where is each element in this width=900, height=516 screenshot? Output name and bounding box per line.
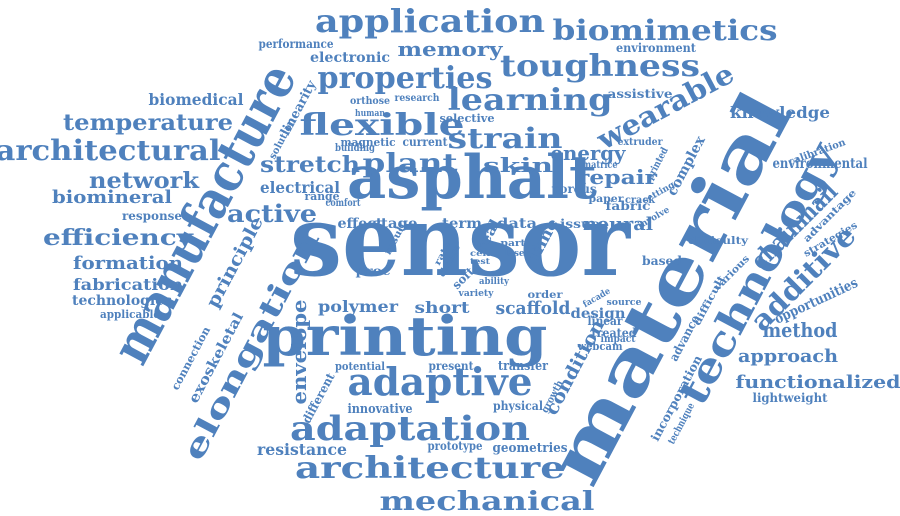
- word-resistance: resistance: [257, 440, 347, 459]
- word-range: range: [305, 190, 340, 203]
- word-approach: approach: [738, 346, 838, 367]
- word-webcam: webcam: [577, 340, 623, 353]
- word-paper: paper: [589, 194, 625, 205]
- word-printed: printed: [645, 146, 671, 182]
- word-mechanical: mechanical: [380, 487, 595, 516]
- word-term: term: [442, 216, 482, 232]
- word-asphalt: asphalt: [347, 143, 597, 213]
- word-application: application: [315, 2, 545, 40]
- word-energy: energy: [551, 141, 627, 165]
- word-impact: impact: [601, 334, 636, 345]
- word-magnetic: magnetic: [341, 136, 396, 149]
- word-fabrication: fabrication: [73, 275, 183, 294]
- word-electronic: electronic: [310, 50, 390, 66]
- word-functionalized: functionalized: [736, 372, 900, 393]
- word-formation: formation: [73, 253, 183, 274]
- word-adaptation: adaptation: [290, 409, 530, 449]
- word-comfort: comfort: [326, 198, 361, 209]
- word-environmental: environmental: [773, 156, 868, 172]
- word-ability: ability: [479, 277, 510, 287]
- word-geometries: geometries: [493, 441, 568, 456]
- word-scaffold: scaffold: [496, 298, 571, 319]
- word-technologies: technologies: [72, 293, 172, 309]
- word-temperature: temperature: [63, 110, 233, 136]
- word-envelope: envelope: [287, 300, 311, 405]
- word-architectural: architectural: [0, 134, 221, 167]
- word-building: building: [335, 143, 375, 154]
- word-porous: porous: [552, 182, 597, 196]
- word-flexible: flexible: [300, 108, 465, 143]
- word-printing: printing: [263, 304, 548, 368]
- word-properties: properties: [318, 61, 493, 96]
- word-neural: neural: [583, 214, 653, 235]
- word-biomineral: biomineral: [52, 187, 172, 208]
- word-stage: stage: [373, 216, 418, 232]
- word-applicable: applicable: [100, 308, 160, 321]
- word-active: active: [227, 199, 317, 228]
- word-human: human: [355, 109, 385, 119]
- word-matrice: matrice: [583, 160, 618, 171]
- word-physical: physical: [493, 399, 543, 413]
- word-test: test: [470, 256, 490, 266]
- word-laser: laser: [505, 249, 530, 259]
- word-potential: potential: [335, 360, 385, 373]
- word-response: response: [122, 209, 182, 223]
- word-method: method: [763, 318, 838, 342]
- word-part: part: [501, 239, 527, 249]
- word-cell: cell: [470, 248, 490, 258]
- word-architecture: architecture: [295, 451, 565, 486]
- word-knowledge: knowledge: [730, 103, 830, 122]
- word-electrical: electrical: [260, 178, 340, 197]
- word-biomimetics: biomimetics: [553, 14, 778, 47]
- word-learning: learning: [448, 83, 613, 118]
- word-polymer: polymer: [318, 297, 399, 316]
- word-design: design: [571, 306, 626, 322]
- word-innovative: innovative: [348, 402, 413, 417]
- word-memory: memory: [398, 37, 505, 61]
- word-fabric: fabric: [606, 199, 651, 213]
- word-plant: plant: [363, 149, 458, 179]
- word-crack: crack: [625, 195, 656, 206]
- word-data: data: [497, 216, 537, 232]
- word-assistive: assistive: [608, 87, 673, 101]
- word-issue: issue: [560, 217, 600, 231]
- word-current: current: [403, 135, 448, 149]
- word-source: source: [607, 298, 642, 308]
- word-effect: effect: [338, 216, 384, 232]
- word-extruder: extruder: [618, 137, 664, 148]
- word-network: network: [89, 168, 200, 194]
- word-treated: treated: [592, 326, 638, 340]
- word-order: order: [528, 290, 564, 301]
- word-transfer: transfer: [498, 359, 548, 374]
- word-selective: selective: [440, 112, 495, 125]
- word-based: based: [642, 254, 683, 268]
- word-repair: repair: [577, 165, 658, 189]
- word-efficiency: efficiency: [43, 225, 195, 251]
- word-prototype: prototype: [428, 439, 483, 453]
- word-present: present: [429, 359, 474, 373]
- word-research: research: [395, 93, 441, 104]
- word-short: short: [415, 298, 471, 317]
- word-toughness: toughness: [500, 49, 700, 84]
- word-proc: proc: [356, 264, 391, 278]
- word-lightweight: lightweight: [753, 391, 828, 405]
- word-environment: environment: [616, 41, 696, 55]
- word-variety: variety: [457, 289, 494, 299]
- word-skin: skin: [483, 153, 554, 177]
- word-performance: performance: [259, 37, 334, 51]
- word-linear: linear: [588, 314, 624, 328]
- word-difficulty: difficulty: [688, 236, 749, 247]
- word-biomedical: biomedical: [149, 90, 244, 109]
- word-sensor: sensor: [290, 184, 631, 299]
- word-adaptive: adaptive: [348, 359, 533, 404]
- word-strain: strain: [448, 122, 563, 155]
- word-stretch: stretch: [260, 152, 360, 178]
- word-orthose: orthose: [350, 96, 390, 107]
